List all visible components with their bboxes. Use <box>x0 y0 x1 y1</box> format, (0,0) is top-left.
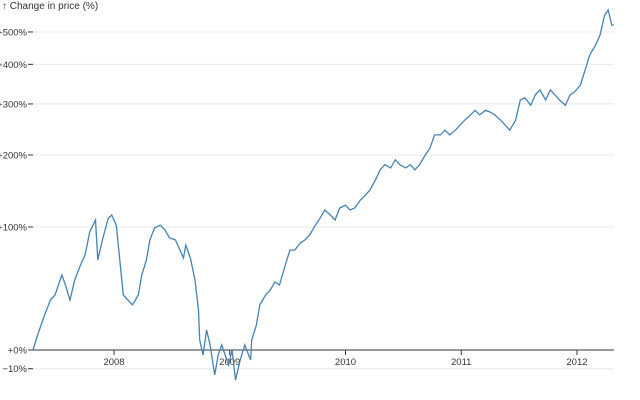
x-axis: 2008 2009 2010 2011 2012 <box>33 349 614 368</box>
y-tick-label: +200% <box>0 150 28 161</box>
y-tick-label: +500% <box>0 27 28 38</box>
x-tick-label: 2012 <box>566 357 587 368</box>
y-tick-label: −10% <box>2 364 27 375</box>
x-tick-label: 2008 <box>103 357 124 368</box>
x-tick-label: 2011 <box>451 357 471 368</box>
y-tick-label: +300% <box>0 99 28 110</box>
gridlines <box>33 31 614 370</box>
x-tick-label: 2010 <box>335 357 356 368</box>
y-axis-label: ↑ Change in price (%) <box>2 1 99 13</box>
y-tick-label: +0% <box>8 346 28 357</box>
y-axis: −10% +0% +100% +200% +300% +400% +500% <box>0 27 33 375</box>
y-tick-label: +100% <box>0 222 28 233</box>
price-change-line <box>32 8 614 381</box>
y-tick-label: +400% <box>0 60 28 71</box>
